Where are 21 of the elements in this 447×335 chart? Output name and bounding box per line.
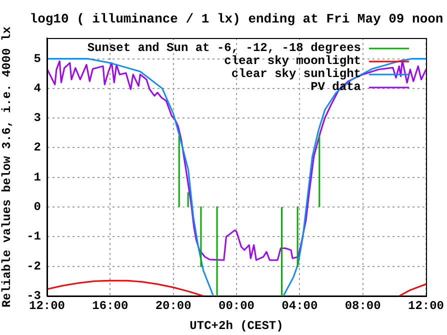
chart-title: log10 ( illuminance / 1 lx) ending at Fri May 09 noon: [30, 11, 444, 26]
y-tick-label: -2: [26, 259, 41, 274]
x-tick-label: 20:00: [155, 299, 192, 314]
y-tick-label: -1: [26, 230, 41, 244]
x-tick-label: 16:00: [92, 299, 128, 314]
y-tick-label: 1: [34, 170, 41, 184]
legend-label: clear sky moonlight: [224, 54, 361, 68]
legend-label: clear sky sunlight: [231, 67, 361, 82]
x-tick-label: 08:00: [344, 299, 381, 314]
y-tick-label: 4: [34, 81, 41, 96]
x-tick-label: 04:00: [282, 299, 318, 314]
x-axis-title: UTC+2h (CEST): [190, 318, 284, 333]
x-tick-label: 12:00: [408, 299, 444, 314]
legend-label: Sunset and Sun at -6, -12, -18 degrees: [87, 41, 361, 56]
y-axis-title: Reliable values below 3.6, i.e. 4000 lx: [0, 26, 14, 308]
x-tick-label: 00:00: [218, 299, 255, 314]
y-tick-label: 5: [34, 52, 41, 66]
y-tick-label: 0: [34, 200, 41, 214]
y-tick-label: 3: [34, 111, 41, 126]
y-tick-label: 2: [34, 140, 41, 155]
x-tick-label: 12:00: [28, 299, 66, 314]
